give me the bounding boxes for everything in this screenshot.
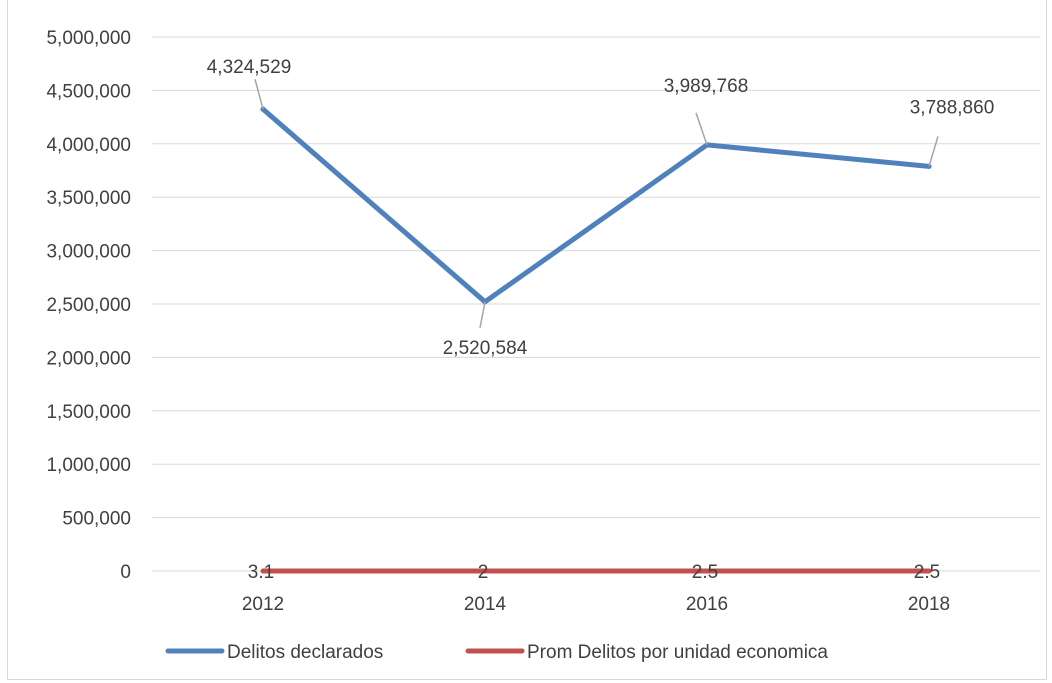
y-tick-label: 5,000,000 bbox=[46, 28, 131, 49]
data-label-prom-delitos: 2.5 bbox=[914, 562, 940, 583]
y-tick-label: 500,000 bbox=[62, 509, 131, 530]
label-leader-line bbox=[254, 78, 264, 110]
legend: Delitos declarados Prom Delitos por unida… bbox=[165, 642, 828, 663]
data-label-delitos-declarados: 3,989,768 bbox=[664, 76, 749, 97]
chart-frame bbox=[7, 0, 1047, 680]
data-label-delitos-declarados: 4,324,529 bbox=[207, 57, 292, 78]
legend-label: Delitos declarados bbox=[227, 642, 383, 663]
y-tick-label: 4,000,000 bbox=[46, 135, 131, 156]
y-tick-label: 2,500,000 bbox=[46, 295, 131, 316]
y-tick-label: 3,500,000 bbox=[46, 188, 131, 209]
gridlines bbox=[152, 36, 1040, 572]
x-axis: 2012 2014 2016 2018 bbox=[242, 594, 950, 615]
y-tick-label: 1,500,000 bbox=[46, 402, 131, 423]
legend-label: Prom Delitos por unidad economica bbox=[527, 642, 828, 663]
x-tick-label: 2016 bbox=[686, 594, 728, 615]
series-group bbox=[260, 106, 932, 574]
y-tick-label: 4,500,000 bbox=[46, 81, 131, 102]
data-label-prom-delitos: 2.5 bbox=[692, 562, 718, 583]
data-label-delitos-declarados: 3,788,860 bbox=[910, 97, 995, 118]
x-tick-label: 2012 bbox=[242, 594, 284, 615]
x-tick-label: 2014 bbox=[464, 594, 507, 615]
data-label-prom-delitos: 2 bbox=[478, 562, 489, 583]
y-axis: 0 500,000 1,000,000 1,500,000 2,000,000 2,500… bbox=[46, 28, 131, 583]
label-leader-line bbox=[479, 301, 486, 328]
series-line-delitos-declarados bbox=[260, 106, 932, 305]
data-label-prom-delitos: 3.1 bbox=[248, 562, 274, 583]
label-leader-line bbox=[695, 112, 708, 146]
data-labels: 4,324,529 2,520,584 3,989,768 3,788,860 3.1 2… bbox=[207, 57, 995, 583]
data-label-delitos-declarados: 2,520,584 bbox=[443, 338, 528, 359]
label-leader-line bbox=[928, 136, 939, 167]
y-tick-label: 1,000,000 bbox=[46, 455, 131, 476]
y-tick-label: 2,000,000 bbox=[46, 348, 131, 369]
x-tick-label: 2018 bbox=[908, 594, 950, 615]
y-tick-label: 0 bbox=[120, 562, 131, 583]
y-tick-label: 3,000,000 bbox=[46, 242, 131, 263]
